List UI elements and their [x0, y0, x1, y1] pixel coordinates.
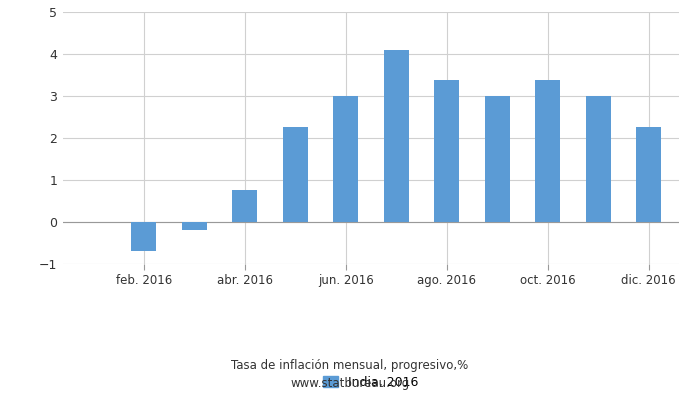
- Bar: [182, 222, 207, 230]
- Bar: [333, 96, 358, 222]
- Bar: [232, 190, 258, 222]
- Bar: [535, 80, 560, 222]
- Legend: India, 2016: India, 2016: [323, 376, 419, 389]
- Text: Tasa de inflación mensual, progresivo,%: Tasa de inflación mensual, progresivo,%: [232, 360, 468, 372]
- Bar: [384, 50, 409, 222]
- Bar: [636, 128, 662, 222]
- Bar: [484, 96, 510, 222]
- Bar: [283, 128, 308, 222]
- Text: www.statbureau.org: www.statbureau.org: [290, 377, 410, 390]
- Bar: [131, 222, 156, 251]
- Bar: [586, 96, 611, 222]
- Bar: [434, 80, 459, 222]
